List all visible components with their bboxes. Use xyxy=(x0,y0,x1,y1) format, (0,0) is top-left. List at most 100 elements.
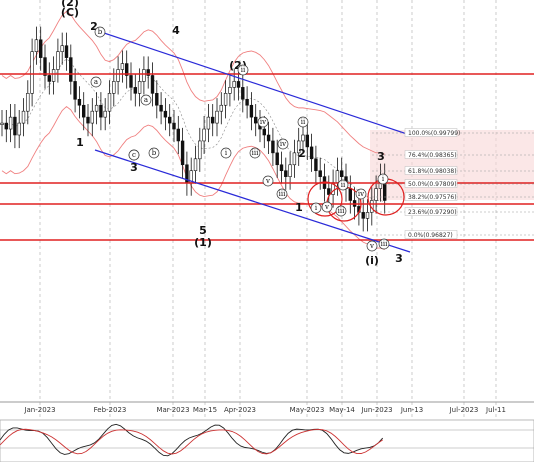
fib-label-box xyxy=(404,166,458,175)
candle-body xyxy=(339,170,344,177)
wave-minor-label: c xyxy=(132,151,136,159)
candle-body xyxy=(64,45,69,58)
wave-label: 1 xyxy=(295,201,303,214)
wave-label: (1) xyxy=(194,236,212,249)
candles xyxy=(0,26,387,232)
wave-labels: (2)(C)23415(1)(2)123(i)baccabiiiiiiivviv… xyxy=(61,0,403,267)
wave-label: 1 xyxy=(76,136,84,149)
wave-minor-circle xyxy=(128,149,140,161)
candle-body xyxy=(348,188,352,201)
wave-minor-label: iv xyxy=(280,140,286,148)
trend-channel xyxy=(94,29,411,253)
fib-zone xyxy=(370,130,534,200)
wave-minor-label: b xyxy=(152,149,157,157)
wave-minor-label: i xyxy=(225,149,228,157)
highlight-circle-1 xyxy=(307,181,343,217)
candle-body xyxy=(155,93,159,106)
wave-minor-label: v xyxy=(369,242,374,250)
x-tick-label: Jul-2023 xyxy=(449,406,479,414)
fib-label: 50.0%(0.97809) xyxy=(408,181,457,188)
candle-body xyxy=(38,39,43,58)
wave-minor-circle xyxy=(140,94,152,106)
wave-label: (i) xyxy=(365,254,379,267)
candle-body xyxy=(271,140,275,154)
candle-body xyxy=(249,104,254,118)
candle-body xyxy=(374,188,378,201)
wave-minor-label: a xyxy=(94,78,98,86)
wave-minor-circle xyxy=(94,26,106,38)
wave-label: 4 xyxy=(172,24,180,37)
candle-body xyxy=(30,51,34,94)
wave-minor-circle xyxy=(90,76,102,88)
candle-body xyxy=(262,128,266,136)
channel-upper xyxy=(94,29,411,136)
candle-body xyxy=(43,57,47,76)
wave-minor-circle xyxy=(310,202,322,214)
fib-label-box xyxy=(404,150,458,159)
candle-body xyxy=(219,104,223,112)
fib-label: 61.8%(0.98038) xyxy=(408,168,457,175)
fib-label-box xyxy=(404,207,458,216)
candle-body xyxy=(211,116,215,124)
candle-body xyxy=(284,170,288,177)
candle-body xyxy=(327,188,331,195)
bollinger-lower xyxy=(1,105,385,250)
candle-body xyxy=(301,134,305,142)
wave-minor-label: ii xyxy=(301,118,306,126)
candle-body xyxy=(305,134,309,148)
candle-body xyxy=(0,122,4,125)
bollinger-upper xyxy=(1,10,385,155)
wave-minor-label: b xyxy=(98,28,103,36)
fib-zone-rect xyxy=(370,130,534,200)
wave-minor-circle xyxy=(377,173,389,185)
fib-levels: 100.0%(0.99799) 76.4%(0.98365) 61.8%(0.980… xyxy=(372,128,534,239)
candle-body xyxy=(69,57,73,82)
wave-minor-circle xyxy=(355,188,367,200)
wave-minor-label: v xyxy=(265,177,270,185)
candle-body xyxy=(129,75,133,88)
wave-minor-circle xyxy=(276,188,288,200)
candle-body xyxy=(60,45,64,52)
candle-body xyxy=(223,93,228,106)
wave-minor-label: iii xyxy=(279,190,286,198)
x-tick-label: Mar-2023 xyxy=(156,406,189,414)
candle-body xyxy=(288,164,292,177)
candle-body xyxy=(318,170,322,177)
bollinger-bands xyxy=(1,10,385,250)
candle-body xyxy=(176,128,180,142)
x-tick-label: May-2023 xyxy=(290,406,325,414)
wave-label: 2 xyxy=(90,20,98,33)
candle-body xyxy=(254,116,258,124)
wave-minor-circle xyxy=(297,116,309,128)
fib-label-box xyxy=(404,128,458,137)
fib-label-box xyxy=(404,192,458,201)
wave-minor-label: iv xyxy=(358,190,364,198)
candle-body xyxy=(309,146,314,160)
candle-body xyxy=(335,170,340,183)
oscillator-panel xyxy=(0,419,534,462)
candle-body xyxy=(180,140,185,166)
candle-body xyxy=(112,81,116,94)
candle-body xyxy=(193,158,198,172)
candle-body xyxy=(34,39,39,52)
wave-minor-circle xyxy=(257,116,269,128)
candle-body xyxy=(168,116,172,124)
candle-body xyxy=(125,63,129,76)
bollinger-mid xyxy=(1,58,385,203)
x-tick-label: May-14 xyxy=(329,406,355,414)
wave-minor-circle xyxy=(277,138,289,150)
x-tick-label: Jun-2023 xyxy=(360,406,392,414)
candle-body xyxy=(232,81,236,88)
candle-body xyxy=(21,110,26,124)
candle-body xyxy=(314,158,318,172)
wave-minor-circle xyxy=(237,64,249,76)
wave-minor-circle xyxy=(335,205,347,217)
candle-body xyxy=(94,104,99,112)
wave-minor-label: a xyxy=(144,96,148,104)
wave-minor-circle xyxy=(366,240,378,252)
fib-label: 76.4%(0.98365) xyxy=(408,152,457,159)
candle-body xyxy=(103,110,107,118)
fib-label-box xyxy=(404,179,458,188)
candle-body xyxy=(150,75,155,94)
